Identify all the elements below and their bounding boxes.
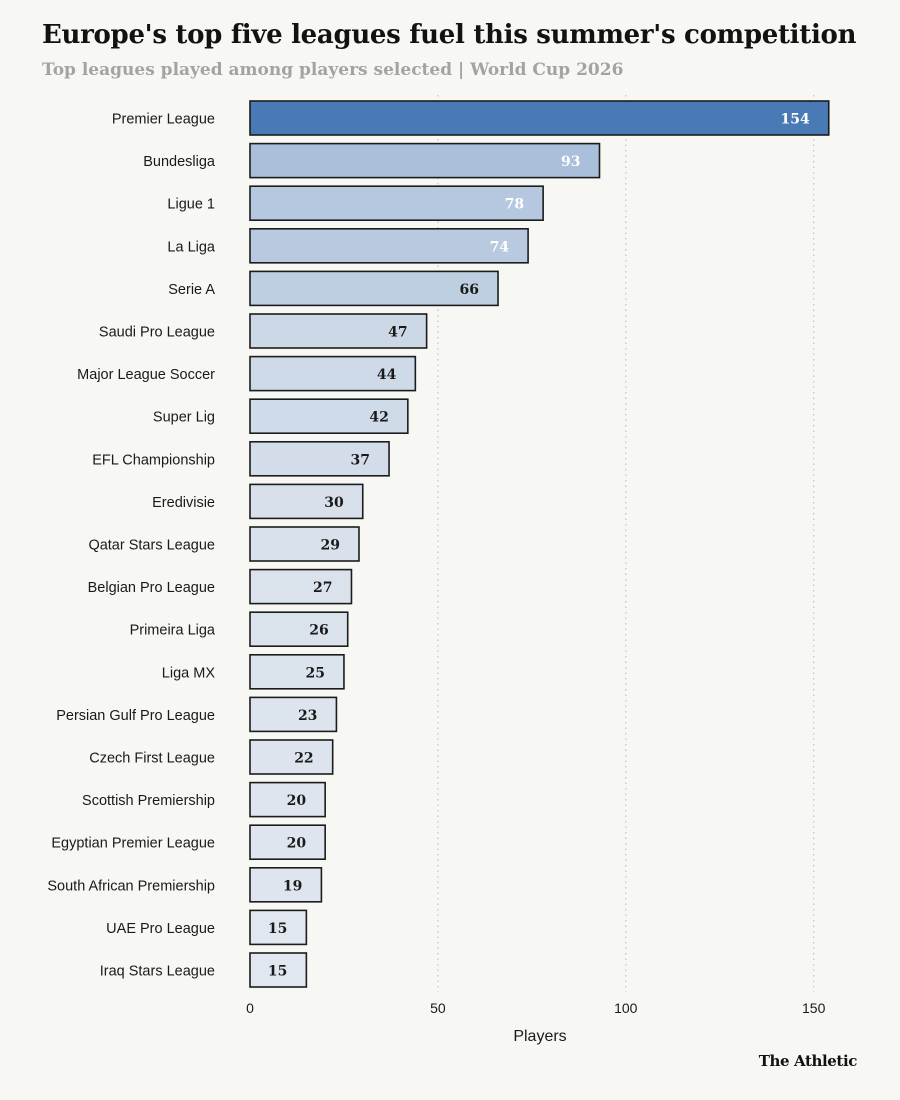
bar (249, 270, 499, 307)
category-label: Primeira Liga (130, 623, 216, 639)
category-label: Persian Gulf Pro League (56, 708, 215, 724)
value-label: 44 (377, 367, 397, 383)
bar (249, 100, 830, 136)
x-tick-label: 100 (614, 1000, 638, 1016)
category-labels: Premier League Bundesliga Ligue 1 La Liga Se… (47, 112, 216, 980)
bar (249, 526, 360, 562)
category-label: Eredivisie (152, 495, 215, 511)
x-axis-ticks: 0 50 100 150 (246, 1000, 825, 1016)
value-label: 25 (305, 665, 324, 681)
bars: 154 93 78 74 66 47 44 42 37 30 29 27 26 25 23 22 20 20 19 1… (249, 100, 830, 988)
bar (249, 398, 409, 435)
value-label: 42 (369, 410, 388, 426)
category-label: Scottish Premiership (82, 793, 215, 809)
bar (249, 568, 353, 605)
x-axis-label: Players (513, 1028, 566, 1045)
value-label: 93 (561, 154, 580, 170)
bar (249, 228, 529, 264)
category-label: Ligue 1 (167, 197, 215, 213)
category-label: UAE Pro League (106, 921, 215, 937)
bar (249, 824, 326, 861)
value-label: 74 (490, 239, 510, 255)
value-label: 30 (324, 495, 344, 511)
value-label: 26 (309, 623, 328, 639)
bar (249, 866, 323, 903)
bar (249, 185, 544, 221)
value-label: 66 (460, 282, 479, 298)
category-label: EFL Championship (92, 452, 215, 468)
bar (249, 696, 338, 733)
bar (249, 781, 326, 818)
category-label: La Liga (167, 239, 216, 255)
category-label: Czech First League (89, 751, 215, 767)
category-label: Serie A (168, 282, 215, 298)
value-label: 154 (780, 112, 809, 128)
category-label: Iraq Stars League (100, 964, 215, 980)
category-label: Liga MX (162, 665, 216, 681)
category-label: Belgian Pro League (88, 580, 215, 596)
value-label: 15 (268, 964, 287, 980)
value-label: 78 (505, 197, 524, 213)
value-label: 23 (298, 708, 317, 724)
bar (249, 739, 334, 775)
x-tick-label: 150 (802, 1000, 826, 1016)
bar (249, 313, 428, 349)
bar (249, 611, 349, 648)
x-tick-label: 0 (246, 1000, 254, 1016)
value-label: 20 (287, 836, 307, 852)
x-tick-label: 50 (430, 1000, 446, 1016)
value-label: 27 (313, 580, 332, 596)
value-label: 22 (294, 751, 313, 767)
value-label: 19 (283, 878, 302, 894)
brand-logo: The Athletic (758, 1052, 858, 1070)
value-label: 47 (388, 325, 407, 341)
category-label: Super Lig (153, 410, 215, 426)
bar (249, 909, 308, 946)
bar (249, 440, 390, 477)
value-label: 37 (351, 452, 370, 468)
category-label: Egyptian Premier League (51, 836, 215, 852)
value-label: 15 (268, 921, 287, 937)
chart-subtitle: Top leagues played among players selecte… (42, 60, 624, 80)
category-label: Saudi Pro League (99, 325, 215, 341)
bar (249, 952, 308, 988)
category-label: South African Premiership (47, 878, 215, 894)
bar (249, 653, 345, 690)
bar (249, 142, 601, 179)
category-label: Bundesliga (143, 154, 216, 170)
category-label: Premier League (112, 112, 215, 128)
category-label: Qatar Stars League (88, 538, 215, 554)
chart-title: Europe's top five leagues fuel this summ… (42, 20, 857, 50)
category-label: Major League Soccer (77, 367, 215, 383)
value-label: 29 (320, 538, 339, 554)
bar (249, 355, 417, 392)
bar (249, 483, 364, 520)
value-label: 20 (287, 793, 307, 809)
